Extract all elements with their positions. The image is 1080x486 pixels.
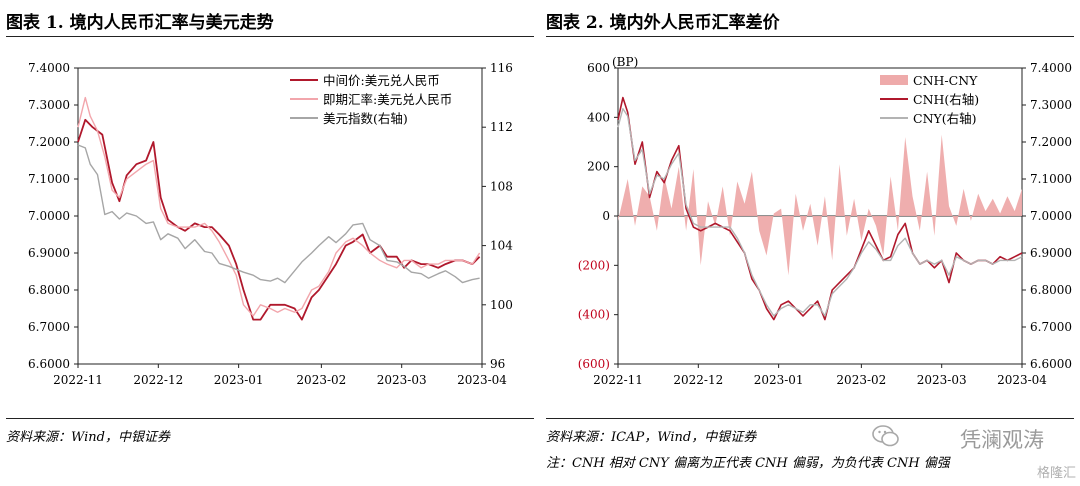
fig1-right-tick-label: 96: [490, 357, 505, 371]
fig2-series-area-0: [618, 134, 1022, 276]
fig2-right-tick-label: 6.9000: [1030, 246, 1072, 260]
fig2-x-tick-label: 2023-02: [836, 373, 886, 387]
figure-2-source: 资料来源：ICAP，Wind，中银证券: [546, 430, 757, 445]
fig2-left-tick-label: 600: [587, 61, 610, 75]
fig1-right-tick-label: 108: [490, 179, 513, 193]
fig1-legend-label: 即期汇率:美元兑人民币: [323, 92, 452, 107]
figure-1-top-rule: [6, 36, 534, 37]
figure-2-title: 图表 2. 境内外人民币汇率差价: [546, 13, 780, 33]
fig2-right-tick-label: 7.1000: [1030, 172, 1072, 186]
watermark-text: 凭澜观涛: [960, 428, 1044, 452]
fig2-x-tick-label: 2023-04: [997, 373, 1047, 387]
fig2-right-tick-label: 6.7000: [1030, 320, 1072, 334]
figure-2-chart: 600 400 200 0 (200) (400) (600) 7.4000 7.3000 7.2…: [578, 55, 1072, 387]
fig1-left-tick-label: 7.0000: [28, 209, 70, 223]
fig2-left-tick-label: (200): [578, 258, 610, 272]
fig1-left-tick-label: 6.7000: [28, 320, 70, 334]
wechat-icon: [872, 425, 899, 447]
fig2-right-tick-label: 7.3000: [1030, 98, 1072, 112]
fig2-left-unit: (BP): [612, 55, 638, 69]
fig1-left-tick-label: 7.3000: [28, 98, 70, 112]
figure-1-source: 资料来源：Wind，中银证券: [6, 430, 170, 445]
fig1-x-tick-label: 2023-02: [296, 373, 346, 387]
fig1-x-tick-label: 2022-11: [53, 373, 103, 387]
fig1-right-tick-label: 100: [490, 298, 513, 312]
figure-2-bottom-rule: [546, 418, 1074, 419]
fig2-left-tick-label: 200: [587, 160, 610, 174]
fig2-legend-swatch: [880, 75, 908, 85]
fig1-right-tick-label: 112: [490, 120, 513, 134]
fig1-right-tick-label: 116: [490, 61, 513, 75]
fig2-left-tick-label: (600): [578, 357, 610, 371]
fig1-x-tick-label: 2023-01: [214, 373, 264, 387]
fig2-right-tick-label: 7.2000: [1030, 135, 1072, 149]
fig1-x-tick-label: 2023-03: [377, 373, 427, 387]
fig2-right-tick-label: 7.0000: [1030, 209, 1072, 223]
fig1-x-tick-label: 2022-12: [133, 373, 183, 387]
fig2-x-tick-label: 2023-01: [754, 373, 804, 387]
figure-2-top-rule: [546, 36, 1074, 37]
figure-1-bottom-rule: [6, 418, 534, 419]
fig1-plot-frame: [77, 67, 483, 365]
fig1-series-line-2: [77, 144, 480, 284]
figure-1-chart: 7.4000 7.3000 7.2000 7.1000 7.0000 6.9000 6.80…: [28, 61, 513, 387]
watermark-sub: 格隆汇: [1036, 466, 1076, 481]
fig2-x-tick-label: 2022-12: [673, 373, 723, 387]
figure-2-panel: 图表 2. 境内外人民币汇率差价 600 400 200 0 (200) (400) (60…: [540, 0, 1080, 486]
figure-1-panel: 图表 1. 境内人民币汇率与美元走势 7.4000 7.3000 7.2000 7.1…: [6, 13, 534, 445]
fig1-series-line-0: [77, 118, 481, 321]
fig1-left-tick-label: 7.4000: [28, 61, 70, 75]
fig1-left-tick-label: 6.9000: [28, 246, 70, 260]
fig1-x-tick-label: 2023-04: [457, 373, 507, 387]
fig2-legend-label: CNH-CNY: [913, 73, 978, 88]
figure-2-note: 注：CNH 相对 CNY 偏离为正代表 CNH 偏弱，为负代表 CNH 偏强: [546, 456, 950, 471]
fig2-right-tick-label: 7.4000: [1030, 61, 1072, 75]
fig2-right-tick-label: 6.6000: [1030, 357, 1072, 371]
fig1-left-tick-label: 7.1000: [28, 172, 70, 186]
fig2-left-tick-label: 400: [587, 110, 610, 124]
fig2-left-tick-label: 0: [602, 209, 610, 223]
fig1-right-tick-label: 104: [490, 239, 513, 253]
fig1-legend-label: 中间价:美元兑人民币: [323, 73, 440, 88]
fig1-left-tick-label: 6.8000: [28, 283, 70, 297]
fig1-series-line-1: [77, 96, 481, 317]
fig1-left-tick-label: 6.6000: [28, 357, 70, 371]
fig2-left-tick-label: (400): [578, 308, 610, 322]
figure-1-title: 图表 1. 境内人民币汇率与美元走势: [6, 13, 274, 33]
fig1-legend-label: 美元指数(右轴): [323, 111, 408, 126]
fig2-x-tick-label: 2023-03: [917, 373, 967, 387]
fig1-left-tick-label: 7.2000: [28, 135, 70, 149]
fig2-legend-label: CNY(右轴): [913, 111, 977, 126]
fig2-x-tick-label: 2022-11: [593, 373, 643, 387]
fig2-series-line-2: [617, 108, 1023, 317]
fig2-right-tick-label: 6.8000: [1030, 283, 1072, 297]
fig2-legend-label: CNH(右轴): [913, 92, 979, 107]
